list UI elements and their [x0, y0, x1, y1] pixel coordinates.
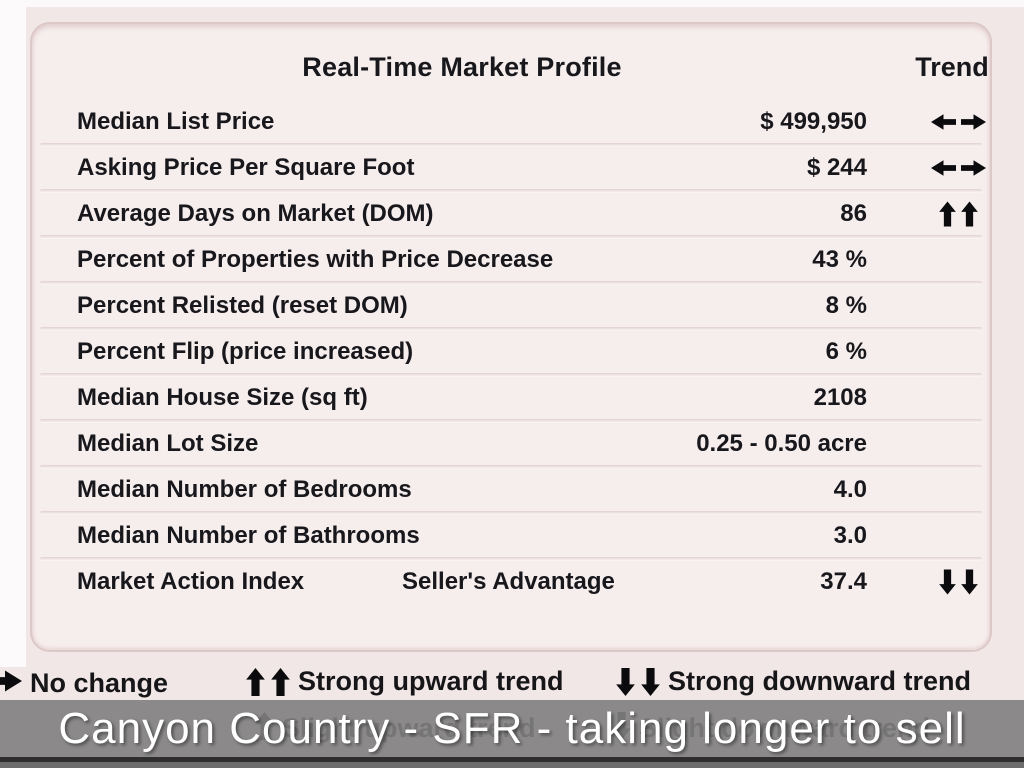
row-value: 37.4 [820, 568, 867, 595]
legend-item-strong-upward: Strong upward trend [246, 666, 564, 697]
row-value: 2108 [813, 384, 867, 411]
row-label: Median House Size (sq ft) [77, 384, 368, 411]
no-change-arrows-icon [922, 114, 994, 131]
row-value: 3.0 [833, 522, 867, 549]
row-sublabel: Seller's Advantage [402, 568, 615, 595]
row-label: Median Number of Bathrooms [77, 522, 420, 549]
row-label: Percent of Properties with Price Decreas… [77, 246, 554, 273]
double-up-arrow-icon [246, 667, 290, 696]
row-label: Median List Price [77, 108, 275, 135]
right-arrow-icon [0, 670, 22, 697]
row-value: $ 499,950 [760, 108, 867, 135]
row-label: Market Action Index [77, 568, 305, 595]
table-row: Percent of Properties with Price Decreas… [32, 235, 990, 283]
trend-column-header: Trend [915, 52, 989, 82]
table-row: Market Action Index Seller's Advantage 3… [32, 557, 990, 605]
slide-top-edge [0, 0, 1024, 7]
slide-left-margin [0, 7, 26, 667]
table-row: Median House Size (sq ft) 2108 [32, 373, 990, 421]
card-header: Real-Time Market Profile Trend [32, 52, 990, 94]
trend-legend: No change Strong upward trend Strong dow… [0, 664, 1024, 706]
caption-bar-bottom-line [0, 757, 1024, 762]
legend-item-strong-downward: Strong downward trend [616, 666, 971, 697]
table-row: Median Number of Bedrooms 4.0 [32, 465, 990, 513]
legend-item-no-change: No change [0, 668, 168, 699]
table-row: Median Lot Size 0.25 - 0.50 acre [32, 419, 990, 467]
metric-rows: Median List Price $ 499,950 Asking Price… [32, 99, 990, 605]
row-label: Percent Flip (price increased) [77, 338, 414, 365]
strong-downward-arrows-icon [922, 569, 994, 595]
legend-label: Strong upward trend [298, 666, 564, 696]
row-label: Median Lot Size [77, 430, 259, 457]
caption-text: Canyon Country - SFR - taking longer to … [58, 704, 966, 753]
table-row: Average Days on Market (DOM) 86 [32, 189, 990, 237]
table-row: Asking Price Per Square Foot $ 244 [32, 143, 990, 191]
card-title: Real-Time Market Profile [302, 52, 622, 82]
table-row: Median Number of Bathrooms 3.0 [32, 511, 990, 559]
no-change-arrows-icon [922, 160, 994, 177]
row-value: 8 % [825, 292, 867, 319]
row-label: Percent Relisted (reset DOM) [77, 292, 408, 319]
row-value: 86 [840, 200, 867, 227]
row-label: Median Number of Bedrooms [77, 476, 412, 503]
table-row: Percent Flip (price increased) 6 % [32, 327, 990, 375]
strong-upward-arrows-icon [922, 201, 994, 227]
legend-label: No change [30, 668, 169, 698]
table-row: Percent Relisted (reset DOM) 8 % [32, 281, 990, 329]
slide-bottom-edge [0, 762, 1024, 768]
table-row: Median List Price $ 499,950 [32, 99, 990, 145]
row-value: 4.0 [833, 476, 867, 503]
row-label: Asking Price Per Square Foot [77, 154, 415, 181]
row-value: 43 % [812, 246, 867, 273]
row-label: Average Days on Market (DOM) [77, 200, 434, 227]
legend-label: Strong downward trend [668, 666, 971, 696]
market-profile-card: Real-Time Market Profile Trend Median Li… [30, 22, 992, 652]
row-value: 0.25 - 0.50 acre [696, 430, 867, 457]
row-value: $ 244 [806, 154, 867, 181]
row-value: 6 % [825, 338, 867, 365]
double-down-arrow-icon [616, 667, 660, 696]
caption-bar [0, 700, 1024, 758]
